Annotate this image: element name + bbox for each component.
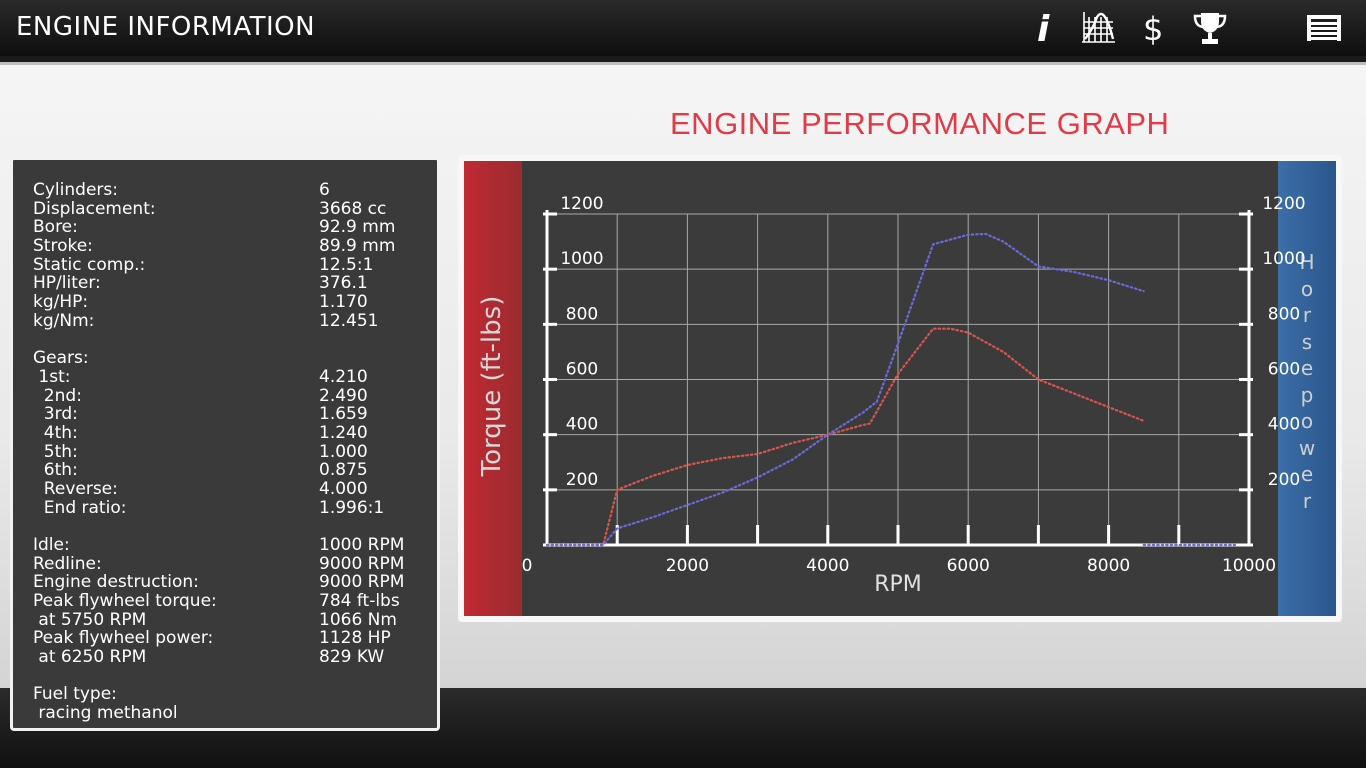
y-tick-label-left: 400 — [566, 415, 598, 435]
x-axis-label: RPM — [874, 572, 922, 597]
spec-row-stroke: Stroke: 89.9 mm — [33, 236, 396, 256]
y-tick-label-left: 1200 — [560, 194, 603, 214]
page-title: ENGINE INFORMATION — [16, 12, 316, 42]
y-tick-label-left: 800 — [566, 304, 598, 324]
spec-row-kg-nm: kg/Nm: 12.451 — [33, 311, 379, 331]
menu-icon[interactable] — [1304, 8, 1344, 48]
spec-row-destruction: Engine destruction: 9000 RPM — [33, 572, 405, 592]
fuel-type-value: racing methanol — [33, 703, 178, 723]
spec-row-idle: Idle: 1000 RPM — [33, 535, 405, 555]
y-tick-label-right: 600 — [1268, 360, 1300, 380]
fuel-type-label: Fuel type: — [33, 684, 117, 704]
x-tick-label: 4000 — [806, 556, 849, 576]
trophy-icon[interactable] — [1190, 8, 1230, 48]
gears-header: Gears: — [33, 348, 89, 368]
y-tick-label-right: 1000 — [1262, 249, 1305, 269]
engine-specs-panel: Cylinders: 6 Displacement: 3668 cc Bore: 92… — [10, 157, 440, 731]
y-tick-label-right: 400 — [1268, 415, 1300, 435]
y-tick-label-left: 200 — [566, 470, 598, 490]
horsepower-series-line — [545, 232, 1145, 547]
spec-row-hp-liter: HP/liter: 376.1 — [33, 273, 368, 293]
x-tick-label: 10000 — [1222, 556, 1276, 576]
spec-row-peak-torque-rpm: at 5750 RPM 1066 Nm — [33, 610, 397, 630]
y-tick-label-left: 1000 — [560, 249, 603, 269]
spec-row-reverse: Reverse: 4.000 — [33, 479, 368, 499]
spec-row-bore: Bore: 92.9 mm — [33, 217, 396, 237]
spec-row-kg-hp: kg/HP: 1.170 — [33, 292, 368, 312]
graph-title: ENGINE PERFORMANCE GRAPH — [670, 106, 1170, 141]
spec-row-cylinders: Cylinders: 6 — [33, 180, 330, 200]
svg-text:i: i — [1037, 9, 1050, 47]
y-tick-label-right: 800 — [1268, 304, 1300, 324]
x-tick-label: 2000 — [666, 556, 709, 576]
spec-row-gear-2: 2nd: 2.490 — [33, 386, 368, 406]
spec-row-displacement: Displacement: 3668 cc — [33, 199, 387, 219]
spec-row-gear-3: 3rd: 1.659 — [33, 404, 368, 424]
dyno-graph-icon[interactable] — [1078, 8, 1118, 48]
spec-row-peak-power-rpm: at 6250 RPM 829 KW — [33, 647, 385, 667]
torque-series-line — [545, 327, 1145, 547]
y-tick-label-left: 600 — [566, 360, 598, 380]
spec-row-static-comp: Static comp.: 12.5:1 — [33, 255, 374, 275]
spec-row-redline: Redline: 9000 RPM — [33, 554, 405, 574]
spec-row-peak-torque: Peak flywheel torque: 784 ft-lbs — [33, 591, 400, 611]
dollar-icon[interactable]: $ — [1134, 8, 1174, 48]
y-tick-label-right: 200 — [1268, 470, 1300, 490]
horsepower-axis-band — [1278, 161, 1336, 616]
info-icon[interactable]: i — [1022, 8, 1062, 48]
x-tick-label: 8000 — [1087, 556, 1130, 576]
x-tick-label: 0 — [522, 556, 533, 576]
spec-row-peak-power: Peak flywheel power: 1128 HP — [33, 628, 391, 648]
spec-row-gear-1: 1st: 4.210 — [33, 367, 368, 387]
spec-row-gear-5: 5th: 1.000 — [33, 442, 368, 462]
torque-axis-band — [464, 161, 522, 616]
svg-text:$: $ — [1143, 10, 1163, 47]
x-tick-label: 6000 — [947, 556, 990, 576]
y-tick-label-right: 1200 — [1262, 194, 1305, 214]
top-bar: ENGINE INFORMATION i $ — [0, 0, 1366, 56]
spec-row-gear-6: 6th: 0.875 — [33, 460, 368, 480]
spec-row-end-ratio: End ratio: 1.996:1 — [33, 498, 385, 518]
spec-row-gear-4: 4th: 1.240 — [33, 423, 368, 443]
performance-chart: 200 200 400 400 600 600 800 800 1000 1000 1200 1200… — [522, 194, 1306, 597]
